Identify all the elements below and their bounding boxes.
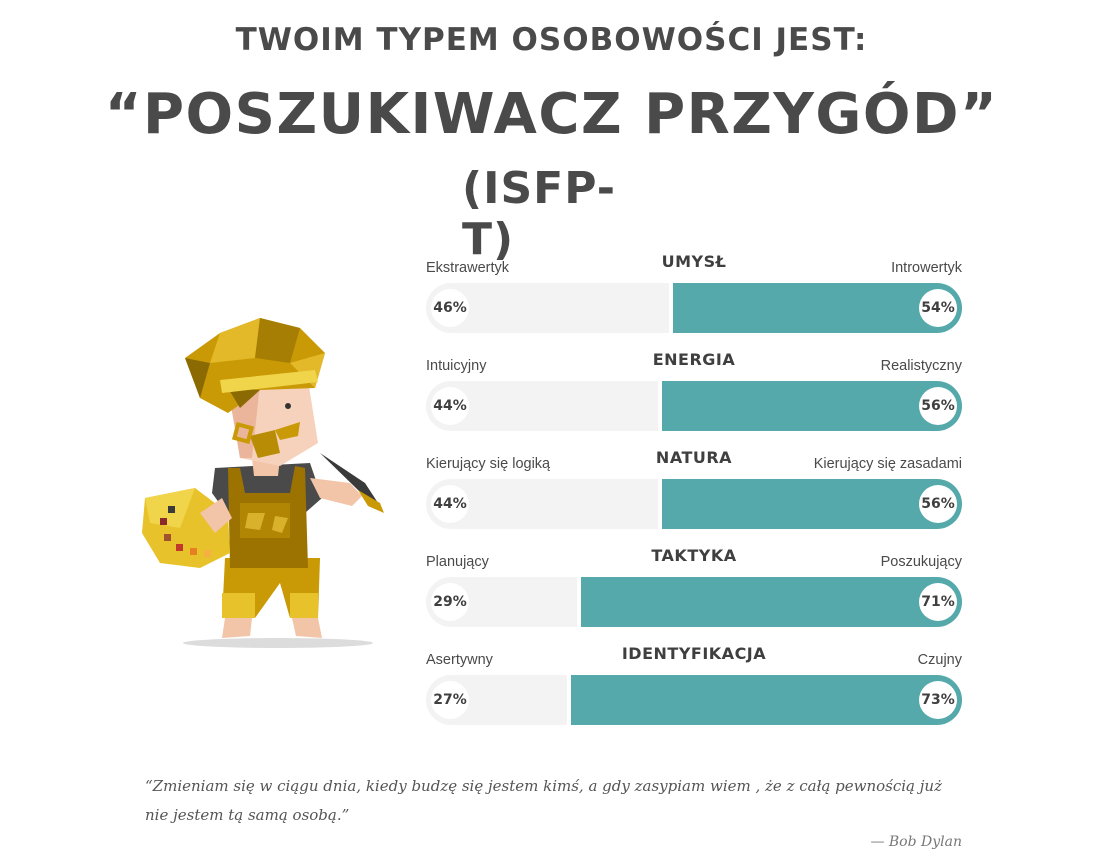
quote-author: — Bob Dylan <box>870 834 962 850</box>
scale-title: UMYSŁ <box>661 252 727 271</box>
scale-title: ENERGIA <box>652 350 736 369</box>
scale-right-label: Czujny <box>917 652 962 668</box>
scale-bar-fill <box>566 675 962 725</box>
scale-left-label: Kierujący się logiką <box>426 456 551 472</box>
scale-right-percent: 56% <box>919 387 957 425</box>
scale-right-percent: 71% <box>919 583 957 621</box>
scale-left-percent: 27% <box>431 681 469 719</box>
scale-bar-fill <box>577 577 962 627</box>
result-subtitle: TWOIM TYPEM OSOBOWOŚCI JEST: <box>235 22 868 58</box>
scale-bar-fill <box>657 381 962 431</box>
scale-left-label: Intuicyjny <box>426 358 487 374</box>
scale-bar: 29% 71% <box>426 577 962 627</box>
scale-title: TAKTYKA <box>651 546 737 565</box>
scale-tactics: Planujący TAKTYKA Poszukujący 29% 71% <box>426 546 962 638</box>
personality-type-code: (ISFP-T) <box>462 163 616 265</box>
scale-bar: 44% 56% <box>426 479 962 529</box>
scale-bar: 27% 73% <box>426 675 962 725</box>
scale-bar-fill <box>668 283 962 333</box>
scale-title: NATURA <box>655 448 733 467</box>
scale-bar-fill <box>657 479 962 529</box>
scale-left-label: Planujący <box>426 554 489 570</box>
scale-left-percent: 46% <box>431 289 469 327</box>
scale-bar: 44% 56% <box>426 381 962 431</box>
scale-right-label: Poszukujący <box>880 554 962 570</box>
scale-mind: Ekstrawertyk UMYSŁ Introwertyk 46% 54% <box>426 252 962 344</box>
adventurer-painter-illustration <box>142 318 384 648</box>
scale-right-percent: 56% <box>919 485 957 523</box>
scale-identity: Asertywny IDENTYFIKACJA Czujny 27% 73% <box>426 644 962 736</box>
scale-right-label: Realistyczny <box>880 358 962 374</box>
personality-type-name: “POSZUKIWACZ PRZYGÓD” <box>104 82 999 147</box>
scale-nature: Kierujący się logiką NATURA Kierujący si… <box>426 448 962 540</box>
scale-left-label: Ekstrawertyk <box>426 260 509 276</box>
scale-left-percent: 44% <box>431 485 469 523</box>
scale-bar: 46% 54% <box>426 283 962 333</box>
scale-left-percent: 44% <box>431 387 469 425</box>
quote-text: “Zmieniam się w ciągu dnia, kiedy budzę … <box>145 777 942 824</box>
scale-title: IDENTYFIKACJA <box>621 644 767 663</box>
scale-right-percent: 54% <box>919 289 957 327</box>
scale-right-label: Introwertyk <box>891 260 962 276</box>
scale-energy: Intuicyjny ENERGIA Realistyczny 44% 56% <box>426 350 962 442</box>
scale-right-label: Kierujący się zasadami <box>813 456 962 472</box>
scale-left-label: Asertywny <box>426 652 493 668</box>
scale-right-percent: 73% <box>919 681 957 719</box>
scale-left-percent: 29% <box>431 583 469 621</box>
